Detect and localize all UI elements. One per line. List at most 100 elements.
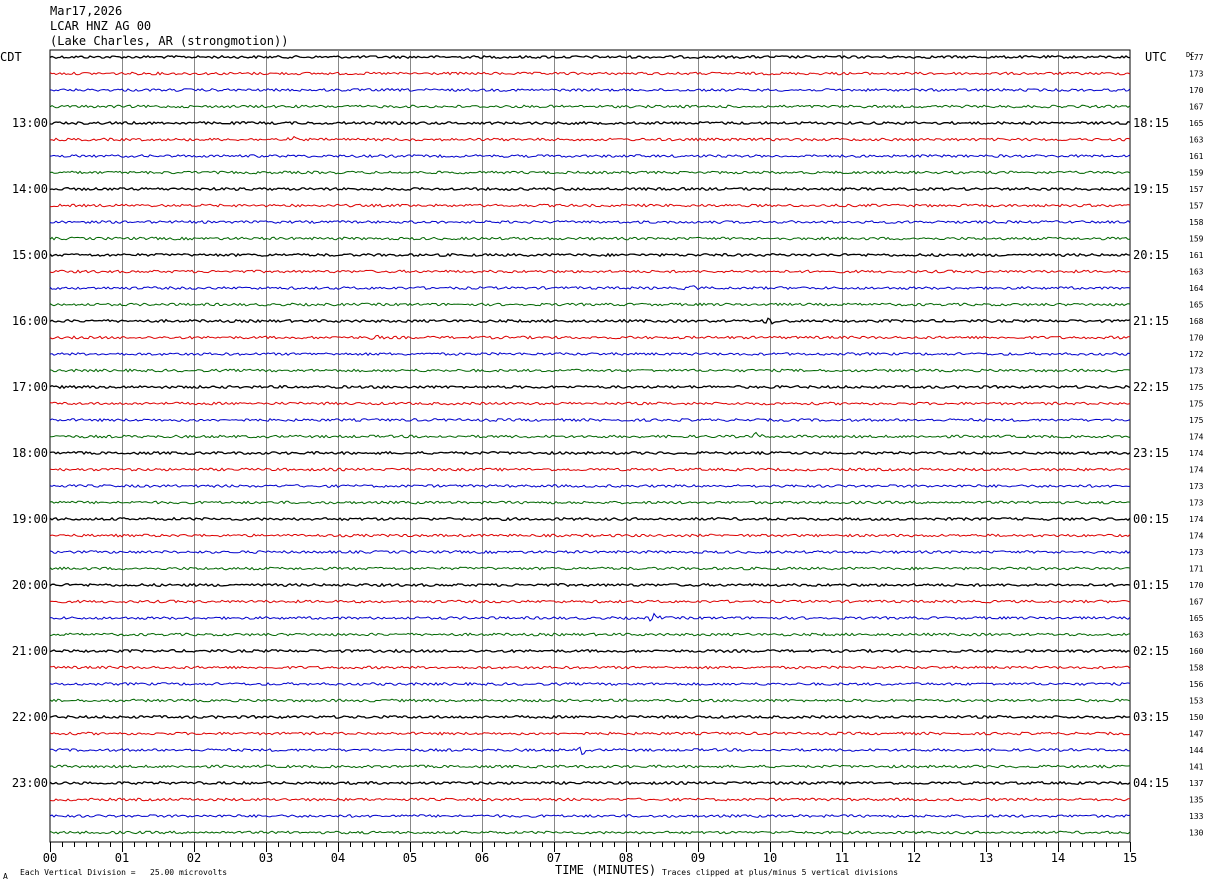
- hour-label-cdt: 16:00: [12, 314, 48, 328]
- seismic-trace: [49, 384, 1131, 390]
- x-axis-title: TIME (MINUTES): [555, 863, 657, 877]
- x-tick-label: 02: [187, 851, 201, 865]
- x-tick-label: 14: [1051, 851, 1065, 865]
- hour-label-cdt: 22:00: [12, 710, 48, 724]
- dc-offset-label: 144: [1189, 746, 1204, 755]
- dc-offset-label: 159: [1189, 169, 1204, 178]
- x-tick-label: 03: [259, 851, 273, 865]
- seismic-trace: [49, 533, 1131, 538]
- dc-offset-label: 153: [1189, 697, 1204, 706]
- x-tick-label: 01: [115, 851, 129, 865]
- dc-offset-label: 147: [1189, 730, 1204, 739]
- seismic-trace: [49, 54, 1131, 60]
- dc-offset-label: 174: [1189, 433, 1204, 442]
- x-tick-label: 09: [691, 851, 705, 865]
- seismic-trace: [49, 317, 1131, 325]
- dc-offset-label: 150: [1189, 713, 1204, 722]
- seismic-trace: [49, 186, 1131, 192]
- seismic-trace: [50, 203, 1131, 208]
- dc-offset-label: 135: [1189, 796, 1204, 805]
- seismic-trace: [49, 746, 1130, 756]
- x-tick-label: 04: [331, 851, 345, 865]
- seismic-trace: [49, 135, 1131, 142]
- x-tick-label: 15: [1123, 851, 1137, 865]
- seismic-trace: [49, 582, 1131, 588]
- right-timezone-label: UTC: [1145, 50, 1167, 64]
- x-tick-label: 11: [835, 851, 849, 865]
- dc-offset-label: 174: [1189, 515, 1204, 524]
- x-tick-label: 12: [907, 851, 921, 865]
- hour-label-utc: 01:15: [1133, 578, 1169, 592]
- dc-offset-label: 170: [1189, 86, 1204, 95]
- dc-offset-label: 170: [1189, 334, 1204, 343]
- dc-offset-label: 163: [1189, 268, 1204, 277]
- dc-header-label: DC: [1186, 51, 1194, 59]
- seismic-trace: [49, 599, 1131, 604]
- x-tick-label: 13: [979, 851, 993, 865]
- dc-offset-label: 161: [1189, 251, 1204, 260]
- hour-label-utc: 20:15: [1133, 248, 1169, 262]
- scale-note: Each Vertical Division = 25.00 microvolt…: [20, 868, 228, 877]
- seismic-trace: [49, 368, 1131, 373]
- seismic-trace: [49, 500, 1131, 505]
- hour-label-cdt: 18:00: [12, 446, 48, 460]
- x-tick-label: 08: [619, 851, 633, 865]
- seismic-trace: [49, 780, 1131, 786]
- seismic-trace: [49, 401, 1131, 406]
- seismic-trace: [49, 302, 1131, 307]
- hour-label-cdt: 19:00: [12, 512, 48, 526]
- hour-label-cdt: 17:00: [12, 380, 48, 394]
- seismic-trace: [49, 648, 1131, 654]
- dc-offset-label: 177: [1189, 53, 1204, 62]
- dc-offset-label: 161: [1189, 152, 1204, 161]
- seismic-trace: [49, 830, 1131, 835]
- seismic-trace: [49, 814, 1131, 818]
- dc-offset-label: 175: [1189, 400, 1204, 409]
- x-tick-label: 00: [43, 851, 57, 865]
- hour-label-cdt: 15:00: [12, 248, 48, 262]
- seismic-trace: [49, 153, 1131, 158]
- x-tick-label: 06: [475, 851, 489, 865]
- seismic-trace: [50, 665, 1131, 670]
- hour-label-cdt: 20:00: [12, 578, 48, 592]
- seismic-trace: [49, 352, 1131, 357]
- dc-offset-label: 165: [1189, 119, 1204, 128]
- dc-offset-label: 130: [1189, 829, 1204, 838]
- left-timezone-label: CDT: [0, 50, 22, 64]
- dc-offset-label: 174: [1189, 449, 1204, 458]
- dc-offset-label: 174: [1189, 532, 1204, 541]
- seismic-trace: [49, 516, 1131, 522]
- seismic-trace: [49, 612, 1131, 622]
- dc-offset-label: 168: [1189, 317, 1204, 326]
- seismic-trace: [49, 698, 1131, 703]
- x-tick-label: 07: [547, 851, 561, 865]
- dc-offset-label: 174: [1189, 466, 1204, 475]
- hour-label-utc: 02:15: [1133, 644, 1169, 658]
- dc-offset-label: 175: [1189, 416, 1204, 425]
- hour-label-cdt: 14:00: [12, 182, 48, 196]
- seismic-trace: [49, 566, 1131, 571]
- dc-offset-label: 170: [1189, 581, 1204, 590]
- symbol-mark: A: [3, 872, 8, 881]
- dc-offset-label: 165: [1189, 614, 1204, 623]
- location-label: (Lake Charles, AR (strongmotion)): [50, 34, 289, 48]
- seismic-trace: [49, 285, 1131, 291]
- dc-offset-label: 157: [1189, 185, 1204, 194]
- seismic-trace: [49, 731, 1131, 736]
- dc-offset-label: 158: [1189, 218, 1204, 227]
- hour-label-utc: 18:15: [1133, 116, 1169, 130]
- hour-label-utc: 00:15: [1133, 512, 1169, 526]
- seismic-trace: [49, 252, 1131, 258]
- hour-label-utc: 04:15: [1133, 776, 1169, 790]
- seismic-trace: [49, 220, 1131, 225]
- dc-offset-label: 160: [1189, 647, 1204, 656]
- plot-frame: [49, 49, 1131, 843]
- seismic-trace: [49, 764, 1131, 769]
- clip-note: Traces clipped at plus/minus 5 vertical …: [662, 868, 899, 877]
- seismic-trace: [49, 236, 1131, 241]
- hour-label-utc: 23:15: [1133, 446, 1169, 460]
- seismic-trace: [49, 467, 1131, 472]
- hour-label-cdt: 13:00: [12, 116, 48, 130]
- dc-offset-label: 165: [1189, 301, 1204, 310]
